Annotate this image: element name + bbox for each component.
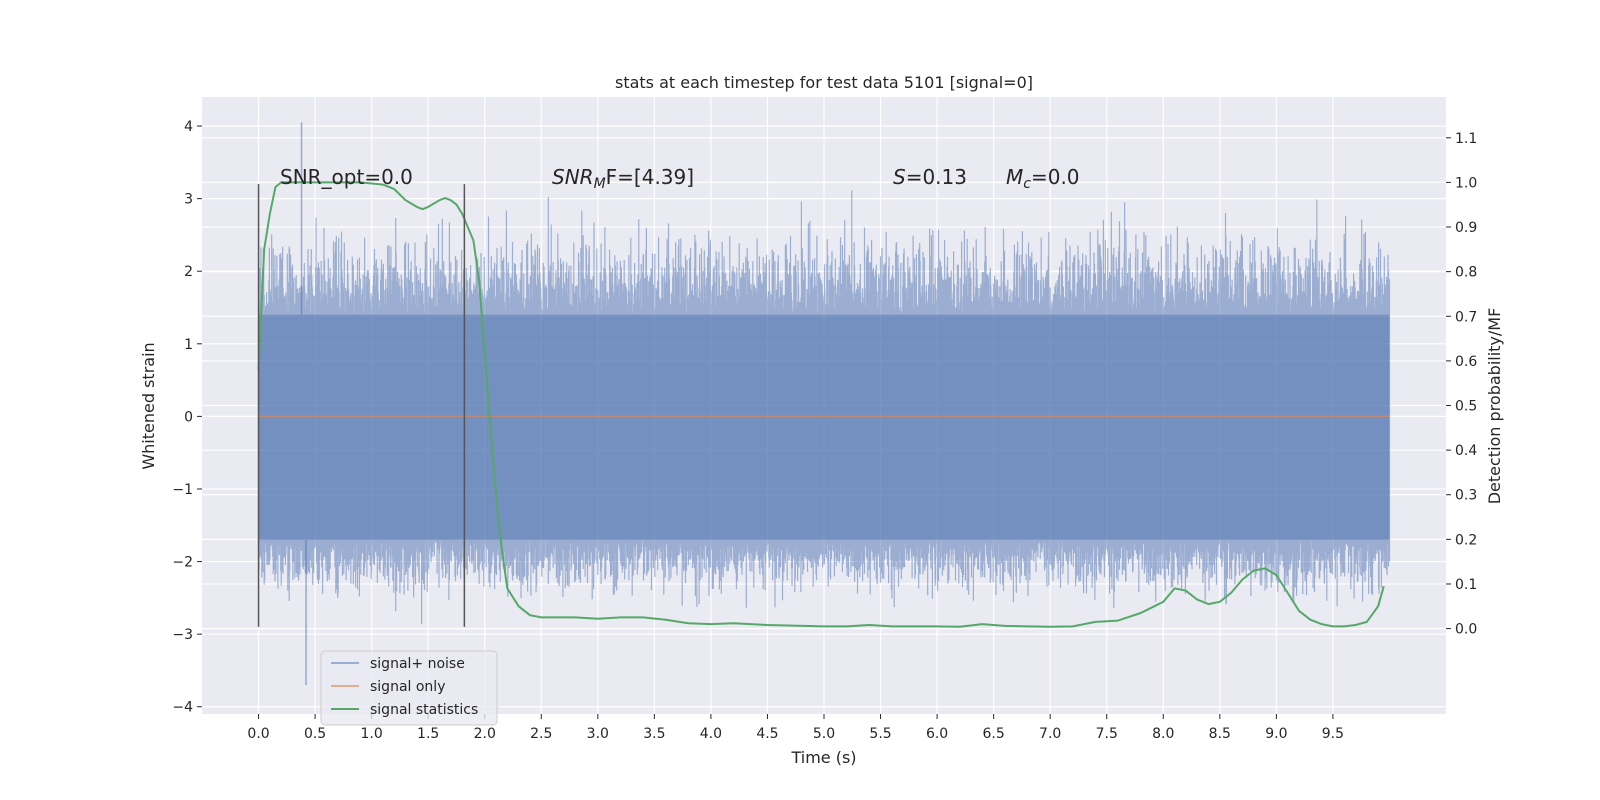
- x-tick-label: 6.0: [926, 726, 948, 742]
- y-right-axis-label: Detection probability/MF: [1485, 308, 1504, 505]
- x-tick-label: 8.0: [1152, 726, 1174, 742]
- legend-box: [320, 650, 498, 726]
- chart-title: stats at each timestep for test data 510…: [615, 73, 1033, 92]
- vertical-markers: [257, 184, 466, 627]
- signal-plus-noise-series: [257, 122, 1391, 685]
- x-tick-label: 8.5: [1209, 726, 1231, 742]
- x-tick-label: 3.0: [587, 726, 609, 742]
- x-tick-label: 5.0: [813, 726, 835, 742]
- annotation-snr-mf: SNRMF=[4.39]: [552, 165, 694, 192]
- snr-mf-main: SNR: [552, 165, 594, 189]
- x-tick-label: 6.5: [983, 726, 1005, 742]
- x-tick-label: 5.5: [869, 726, 891, 742]
- y-right-tick-label: 0.0: [1455, 622, 1477, 638]
- x-tick-label: 2.5: [530, 726, 552, 742]
- x-tick-label: 1.5: [417, 726, 439, 742]
- y-left-tick-label: 3: [184, 192, 193, 208]
- tick-labels: 0.0 0.5 1.0 1.5 2.0 2.5 3.0 3.5 4.0 4.5 5.0 5.5 6.0 6…: [172, 119, 1477, 742]
- y-right-tick-label: 0.9: [1455, 220, 1477, 236]
- signal-statistics-line: [257, 181, 1385, 628]
- y-right-tick-label: 0.7: [1455, 309, 1477, 325]
- x-tick-label: 3.5: [643, 726, 665, 742]
- x-tick-label: 1.0: [361, 726, 383, 742]
- y-left-tick-label: 0: [184, 409, 193, 425]
- legend: signal+ noise signal only signal statist…: [320, 650, 498, 726]
- y-right-tick-label: 0.3: [1455, 488, 1477, 504]
- legend-label-signal-statistics: signal statistics: [370, 702, 478, 718]
- x-tick-label: 0.5: [304, 726, 326, 742]
- s-variable: S: [893, 165, 906, 189]
- x-tick-label: 9.5: [1322, 726, 1344, 742]
- y-left-tick-label: 1: [184, 337, 193, 353]
- annotation-snr-opt: SNR_opt=0.0: [280, 165, 413, 189]
- y-right-tick-label: 0.8: [1455, 265, 1477, 281]
- line-series: [257, 181, 1390, 628]
- x-tick-label: 7.5: [1096, 726, 1118, 742]
- x-tick-label: 7.0: [1039, 726, 1061, 742]
- x-tick-label: 0.0: [247, 726, 269, 742]
- x-axis-label: Time (s): [790, 748, 856, 767]
- y-right-tick-label: 0.2: [1455, 532, 1477, 548]
- x-tick-label: 9.0: [1265, 726, 1287, 742]
- y-left-tick-label: −4: [172, 700, 193, 716]
- snr-mf-value: F=[4.39]: [606, 165, 694, 189]
- mc-value: =0.0: [1031, 165, 1080, 189]
- mc-variable: M: [1006, 165, 1023, 189]
- annotation-mc: Mc=0.0: [1006, 165, 1080, 192]
- y-left-tick-label: −2: [172, 555, 193, 571]
- y-left-tick-label: 2: [184, 264, 193, 280]
- y-left-tick-label: −1: [172, 482, 193, 498]
- s-value: =0.13: [906, 165, 967, 189]
- x-tick-label: 2.0: [474, 726, 496, 742]
- y-right-tick-label: 0.6: [1455, 354, 1477, 370]
- x-tick-label: 4.0: [700, 726, 722, 742]
- y-left-tick-label: 4: [184, 119, 193, 135]
- y-right-tick-label: 0.1: [1455, 577, 1477, 593]
- snr-mf-subscript: M: [594, 176, 606, 192]
- y-right-tick-label: 1.0: [1455, 175, 1477, 191]
- x-tick-label: 4.5: [756, 726, 778, 742]
- legend-label-signal-only: signal only: [370, 679, 445, 695]
- y-right-tick-label: 0.4: [1455, 443, 1477, 459]
- legend-label-signal-noise: signal+ noise: [370, 656, 465, 672]
- y-left-axis-label: Whitened strain: [139, 342, 158, 469]
- y-right-tick-label: 1.1: [1455, 131, 1477, 147]
- annotation-s: S=0.13: [893, 165, 967, 189]
- y-right-tick-label: 0.5: [1455, 399, 1477, 415]
- mc-subscript: c: [1023, 176, 1031, 192]
- y-left-tick-label: −3: [172, 627, 193, 643]
